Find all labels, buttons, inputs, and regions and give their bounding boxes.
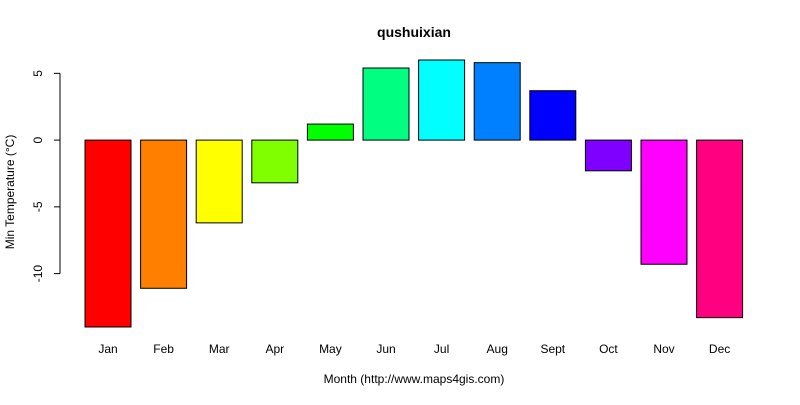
x-tick-label-jan: Jan [98,342,117,356]
bar-oct [584,139,632,172]
chart-title: qushuixian [377,24,451,40]
bar-feb [140,139,188,289]
x-tick-label-apr: Apr [265,342,284,356]
bar-jul [418,59,466,141]
bar-jun [362,67,410,141]
x-tick-label-dec: Dec [709,342,730,356]
x-tick-label-oct: Oct [599,342,618,356]
y-tick-label: -5 [31,201,45,212]
y-axis: -10 -5 0 5 [31,70,61,283]
bar-may [306,123,354,141]
x-tick-label-nov: Nov [653,342,674,356]
x-tick-label-feb: Feb [153,342,174,356]
x-tick-label-sept: Sept [540,342,565,356]
x-tick-label-aug: Aug [487,342,508,356]
y-tick-label: -10 [31,265,45,283]
bar-nov [640,139,688,265]
bar-jan [84,139,132,328]
bar-aug [473,62,521,141]
y-tick-label: 0 [31,136,45,143]
bar-apr [251,139,299,184]
x-tick-label-may: May [319,342,342,356]
bars [84,59,744,328]
x-tick-label-jun: Jun [376,342,395,356]
y-axis-label: Min Temperature (°C) [3,135,17,250]
bar-mar [195,139,243,224]
x-tick-label-mar: Mar [209,342,230,356]
x-axis-label: Month (http://www.maps4gis.com) [324,372,505,386]
y-tick-label: 5 [31,70,45,77]
bar-dec [696,139,744,319]
bar-sept [529,90,577,141]
x-tick-labels: Jan Feb Mar Apr May Jun Jul Aug Sept Oct Nov Dec [98,342,730,356]
x-tick-label-jul: Jul [434,342,449,356]
